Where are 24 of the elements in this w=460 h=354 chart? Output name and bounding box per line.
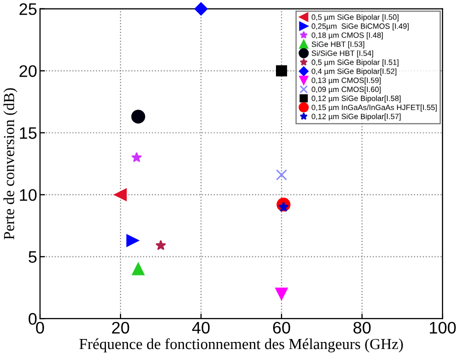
- x-tick-label: 40: [192, 322, 210, 334]
- point: [132, 262, 144, 276]
- y-axis-title: Perte de conversion (dB): [3, 88, 18, 240]
- y-tick-label: 5: [28, 251, 37, 263]
- point: [276, 65, 288, 76]
- x-axis-title: Fréquence de fonctionnement des Mélangeurs (GHz): [79, 338, 403, 352]
- point: [131, 110, 146, 124]
- point: [276, 169, 288, 180]
- x-tick-label: 100: [430, 322, 456, 334]
- x-tick-label: 20: [112, 322, 130, 334]
- x-tick-label: 80: [353, 322, 371, 334]
- point: [131, 152, 142, 162]
- point: [275, 288, 288, 300]
- point: [114, 188, 127, 201]
- point: [155, 240, 166, 250]
- x-tick-label: 60: [273, 322, 290, 334]
- point: [194, 2, 208, 16]
- y-tick-label: 15: [20, 127, 37, 139]
- point: [278, 202, 289, 212]
- y-tick-label: 10: [20, 189, 37, 201]
- point: [126, 234, 139, 247]
- y-tick-label: 0: [28, 313, 37, 325]
- y-tick-label: 25: [20, 3, 37, 16]
- y-tick-label: 20: [20, 65, 37, 78]
